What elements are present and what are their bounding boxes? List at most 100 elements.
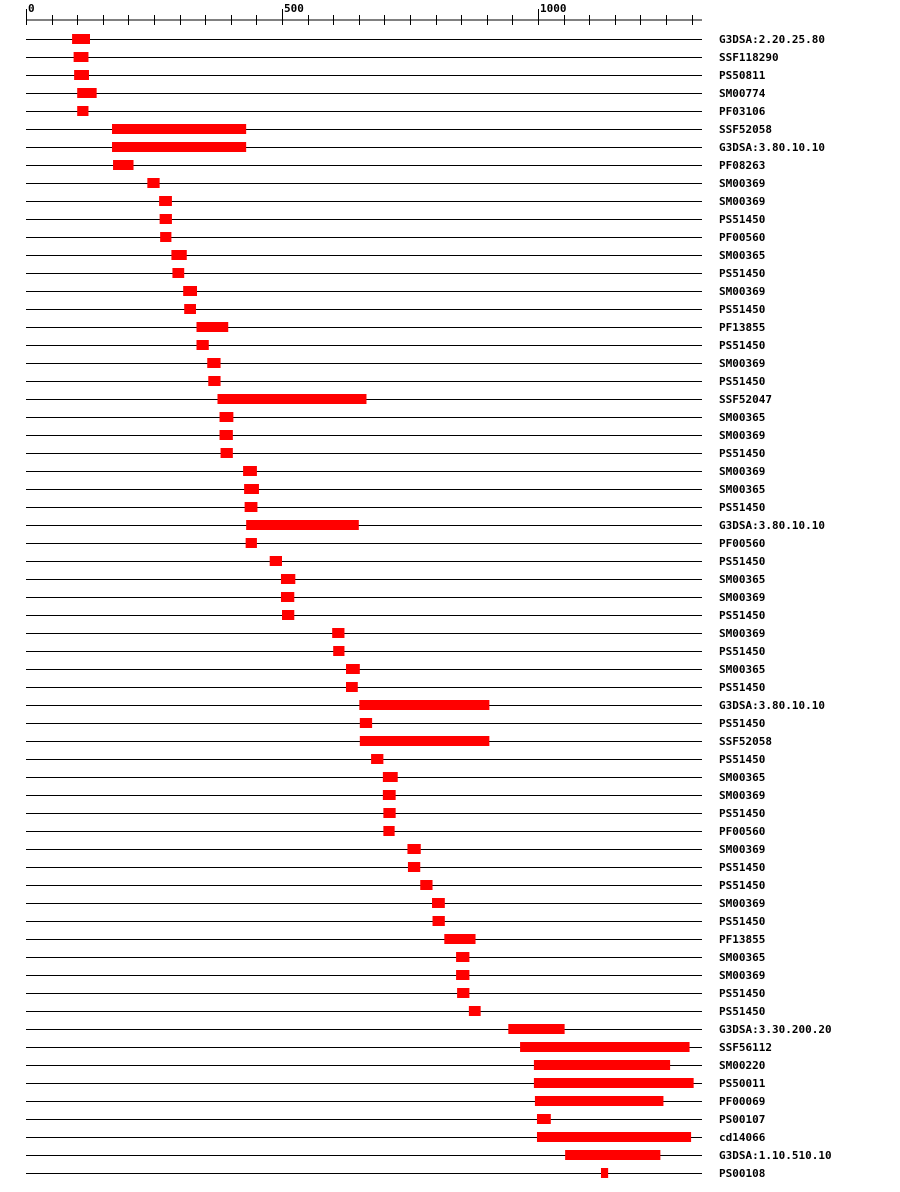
domain-bar[interactable] <box>346 664 360 674</box>
domain-row: PS51450 <box>26 267 765 280</box>
domain-bar[interactable] <box>565 1150 661 1160</box>
domain-bar[interactable] <box>533 1060 671 1070</box>
domain-row: PS51450 <box>26 987 765 1000</box>
domain-label: SSF52047 <box>719 393 772 406</box>
domain-label: PF00560 <box>719 231 765 244</box>
domain-bar[interactable] <box>112 124 247 134</box>
domain-bar[interactable] <box>219 412 234 422</box>
domain-bar[interactable] <box>245 538 257 548</box>
domain-bar[interactable] <box>432 916 445 926</box>
domain-row: PF00560 <box>26 825 765 838</box>
domain-row: G3DSA:3.80.10.10 <box>26 699 825 712</box>
domain-row: PS51450 <box>26 501 765 514</box>
domain-bar[interactable] <box>407 862 421 872</box>
domain-label: SM00369 <box>719 897 765 910</box>
domain-row: SM00369 <box>26 627 765 640</box>
domain-bar[interactable] <box>382 790 396 800</box>
domain-bar[interactable] <box>456 970 470 980</box>
domain-label: PS51450 <box>719 339 765 352</box>
domain-label: SM00369 <box>719 429 765 442</box>
domain-bar[interactable] <box>208 376 221 386</box>
domain-bar[interactable] <box>159 196 172 206</box>
domain-bar[interactable] <box>533 1078 694 1088</box>
domain-row: SM00369 <box>26 969 765 982</box>
domain-bar[interactable] <box>77 88 97 98</box>
domain-bar[interactable] <box>73 52 89 62</box>
domain-bar[interactable] <box>534 1096 664 1106</box>
domain-bar[interactable] <box>196 322 229 332</box>
domain-row: PS51450 <box>26 717 765 730</box>
domain-bar[interactable] <box>600 1168 609 1178</box>
domain-bar[interactable] <box>171 250 187 260</box>
domain-bar[interactable] <box>220 448 233 458</box>
domain-bar[interactable] <box>113 160 134 170</box>
domain-bar[interactable] <box>333 646 345 656</box>
domain-label: PS51450 <box>719 303 765 316</box>
domain-bar[interactable] <box>457 988 470 998</box>
domain-bar[interactable] <box>207 358 221 368</box>
tick-label: 1000 <box>540 2 567 15</box>
domain-bar[interactable] <box>420 880 433 890</box>
domain-bar[interactable] <box>217 394 367 404</box>
domain-bar[interactable] <box>159 214 172 224</box>
domain-bar[interactable] <box>346 682 358 692</box>
domain-bar[interactable] <box>520 1042 690 1052</box>
domain-bar[interactable] <box>74 70 89 80</box>
domain-bar[interactable] <box>246 520 359 530</box>
domain-bar[interactable] <box>332 628 345 638</box>
domain-bar[interactable] <box>244 484 259 494</box>
domain-label: PS51450 <box>719 645 765 658</box>
domain-bar[interactable] <box>359 736 490 746</box>
domain-label: PS51450 <box>719 915 765 928</box>
domain-row: SSF118290 <box>26 51 779 64</box>
domain-bar[interactable] <box>456 952 470 962</box>
domain-bar[interactable] <box>383 826 395 836</box>
domain-row: PF00069 <box>26 1095 765 1108</box>
domain-row: PS51450 <box>26 915 765 928</box>
domain-bar[interactable] <box>468 1006 481 1016</box>
domain-row: PS51450 <box>26 645 765 658</box>
domain-row: PF13855 <box>26 933 765 946</box>
domain-row: PS51450 <box>26 807 765 820</box>
domain-bar[interactable] <box>196 340 209 350</box>
domain-bar[interactable] <box>77 106 89 116</box>
domain-bar[interactable] <box>432 898 445 908</box>
domain-row: SM00369 <box>26 843 765 856</box>
domain-label: G3DSA:3.80.10.10 <box>719 699 825 712</box>
domain-row: SM00369 <box>26 591 765 604</box>
domain-label: SM00774 <box>719 87 766 100</box>
domain-bar[interactable] <box>280 574 296 584</box>
domain-bar[interactable] <box>244 502 258 512</box>
domain-bar[interactable] <box>359 700 490 710</box>
domain-bar[interactable] <box>407 844 421 854</box>
domain-bar[interactable] <box>382 772 398 782</box>
domain-bar[interactable] <box>269 556 282 566</box>
domain-bar[interactable] <box>183 286 198 296</box>
domain-bar[interactable] <box>112 142 247 152</box>
domain-bar[interactable] <box>444 934 476 944</box>
domain-row: PS51450 <box>26 213 765 226</box>
domain-bar[interactable] <box>184 304 196 314</box>
domain-label: PS51450 <box>719 861 765 874</box>
domain-bar[interactable] <box>280 592 295 602</box>
domain-bar[interactable] <box>536 1132 692 1142</box>
domain-label: PS51450 <box>719 213 765 226</box>
tick-label: 500 <box>284 2 304 15</box>
domain-bar[interactable] <box>371 754 384 764</box>
domain-row: PS00108 <box>26 1167 765 1180</box>
domain-label: PS51450 <box>719 717 765 730</box>
domain-row: SM00369 <box>26 465 765 478</box>
domain-bar[interactable] <box>282 610 295 620</box>
domain-bar[interactable] <box>172 268 185 278</box>
domain-bar[interactable] <box>72 34 90 44</box>
domain-row: PF00560 <box>26 537 765 550</box>
domain-bar[interactable] <box>160 232 172 242</box>
domain-bar[interactable] <box>243 466 257 476</box>
domain-bar[interactable] <box>508 1024 565 1034</box>
domain-bar[interactable] <box>359 718 373 728</box>
domain-bar[interactable] <box>147 178 160 188</box>
domain-bar[interactable] <box>536 1114 551 1124</box>
domain-label: G3DSA:3.80.10.10 <box>719 519 825 532</box>
domain-bar[interactable] <box>219 430 233 440</box>
domain-bar[interactable] <box>383 808 396 818</box>
